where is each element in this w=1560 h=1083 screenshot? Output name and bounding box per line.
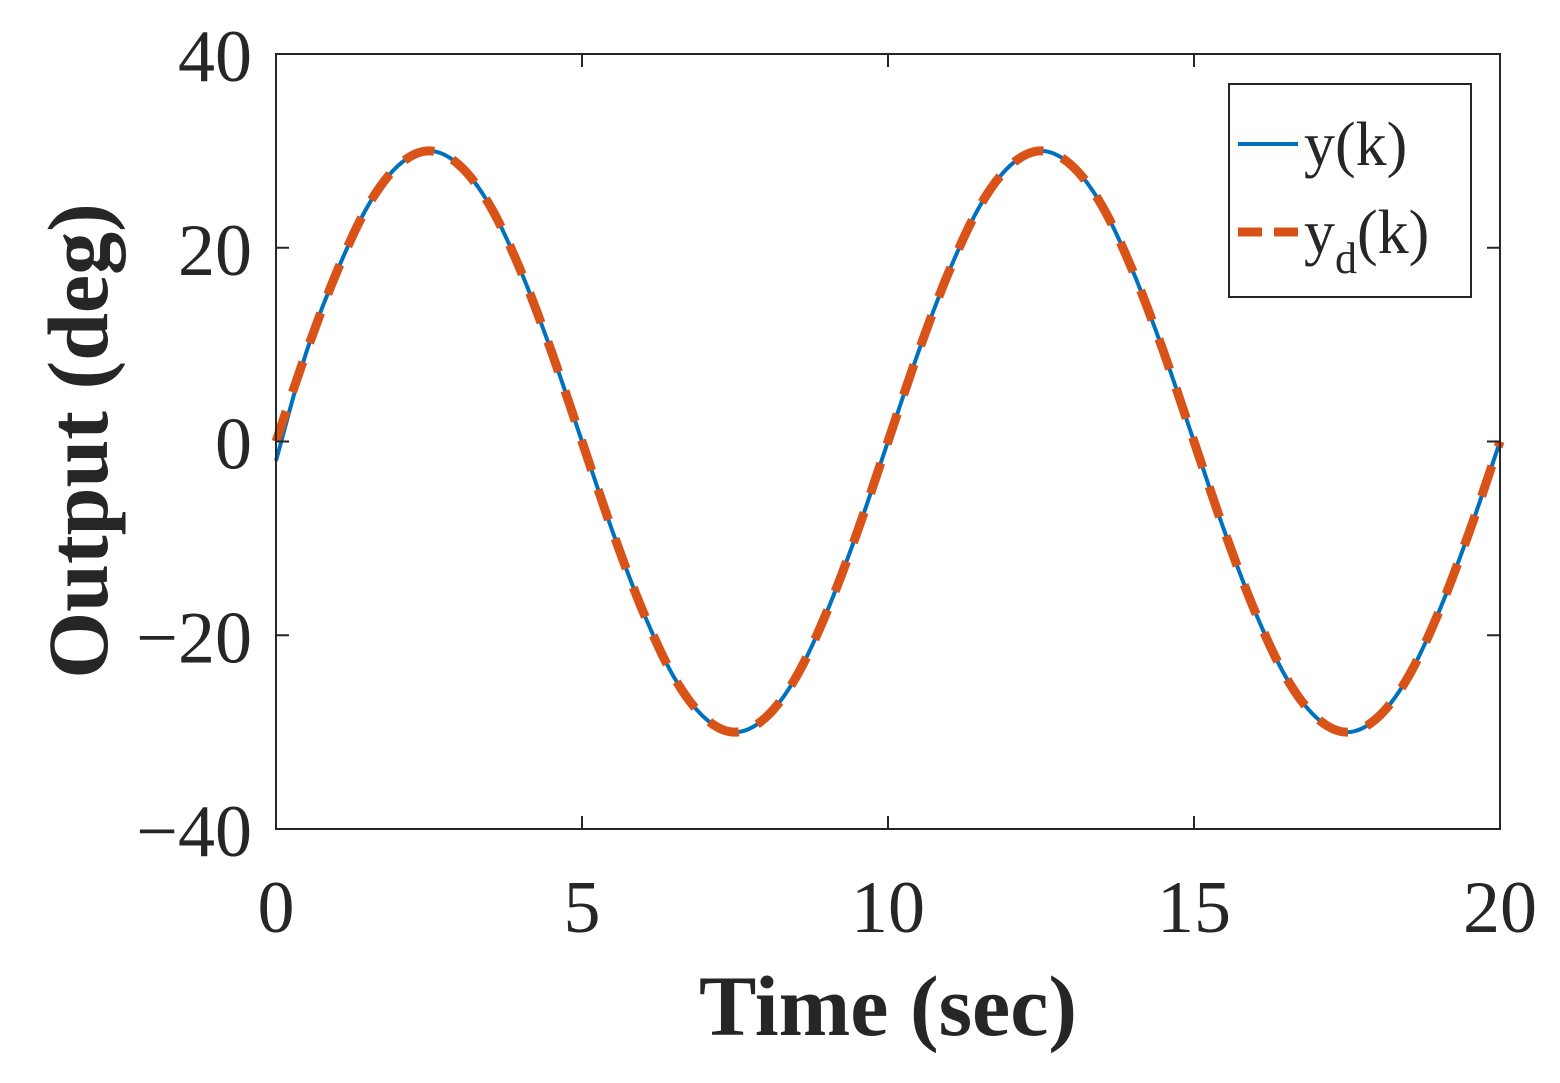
y-tick-label: 20 bbox=[178, 210, 252, 292]
y-tick-label: 0 bbox=[215, 404, 252, 486]
x-tick-label: 0 bbox=[258, 867, 295, 949]
x-axis-title: Time (sec) bbox=[699, 958, 1077, 1054]
legend-items: y(k) yd(k) bbox=[1238, 111, 1429, 283]
y-tick-label: 40 bbox=[178, 16, 252, 98]
legend-label-2: yd(k) bbox=[1304, 199, 1429, 283]
y-tick-label: −40 bbox=[136, 791, 252, 873]
legend-box bbox=[1228, 83, 1472, 298]
x-tick-label: 5 bbox=[564, 867, 601, 949]
tick-labels-layer: 0 5 10 15 20 −40 −20 0 20 40 bbox=[136, 16, 1537, 949]
x-tick-label: 20 bbox=[1463, 867, 1537, 949]
x-tick-label: 15 bbox=[1157, 867, 1231, 949]
series-line-2 bbox=[271, 146, 1505, 737]
x-tick-label: 10 bbox=[851, 867, 925, 949]
y-tick-label: −20 bbox=[136, 597, 252, 679]
series-layer bbox=[271, 146, 1505, 737]
plot-frame bbox=[275, 53, 1501, 830]
legend-label-1: y(k) bbox=[1304, 111, 1407, 179]
legend: y(k) yd(k) bbox=[1228, 83, 1472, 298]
y-axis-title: Output (deg) bbox=[30, 203, 126, 678]
